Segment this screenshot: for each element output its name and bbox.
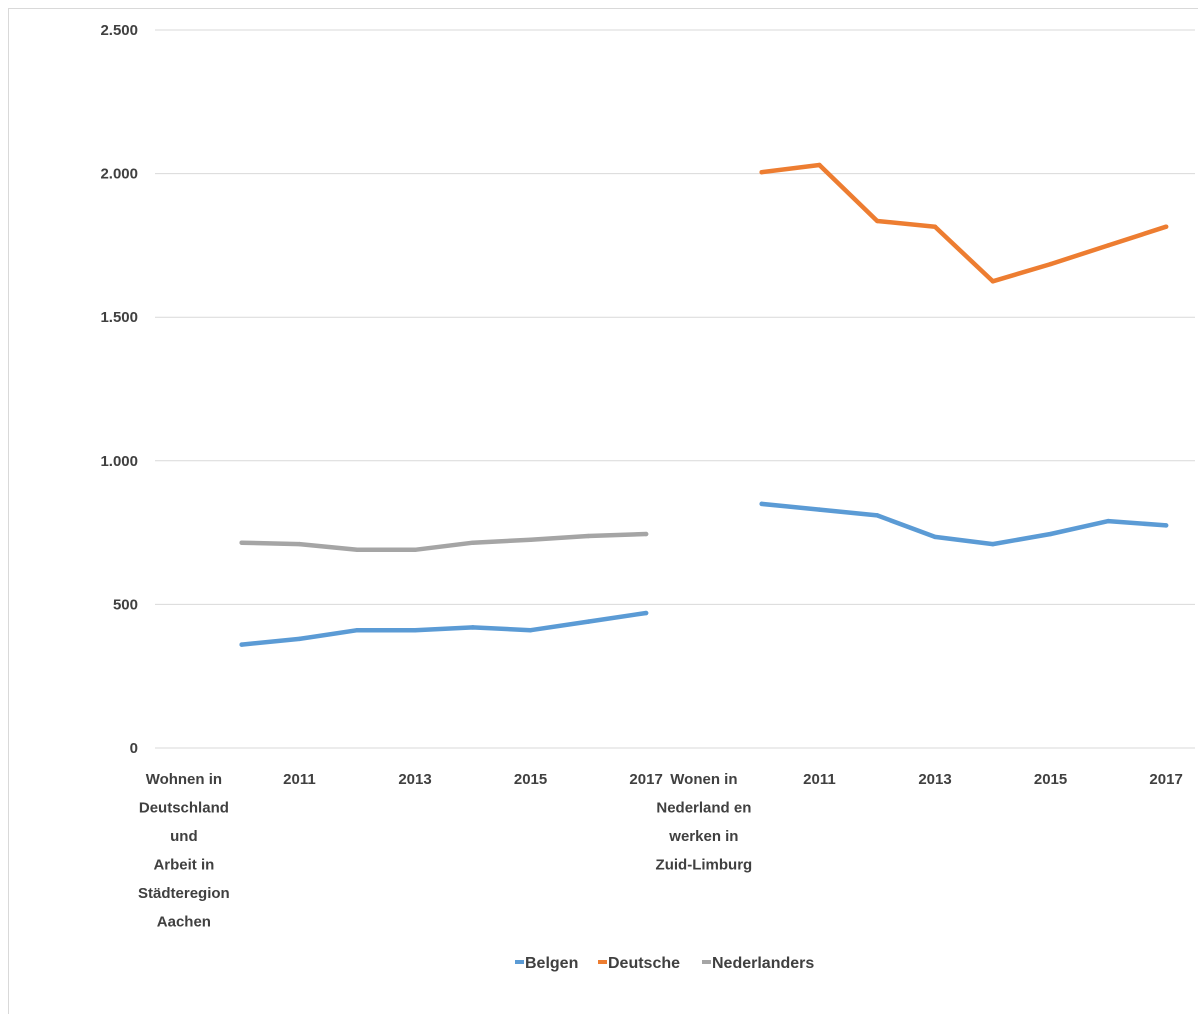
legend-label-deutsche: Deutsche <box>608 955 680 972</box>
x-group-label-line: und <box>170 828 198 845</box>
x-tick-label: 2011 <box>283 771 316 788</box>
data-point-belgen <box>1163 523 1169 528</box>
x-tick-label: 2015 <box>514 771 547 788</box>
x-group-label: Wonen in Nederland en werken in Zuid-Limbur… <box>656 771 753 874</box>
series-line-belgen <box>759 501 1169 547</box>
x-group-label-line: Wonen in <box>670 771 737 788</box>
series-line-deutsche <box>759 162 1169 284</box>
x-tick-label: 2013 <box>398 771 431 788</box>
data-point-nederlanders <box>412 547 418 553</box>
data-point-belgen <box>470 625 475 630</box>
data-point-belgen <box>412 628 418 633</box>
x-group-label-line: Wohnen in <box>146 771 222 788</box>
y-tick-label: 500 <box>113 596 138 613</box>
data-point-nederlanders <box>239 540 244 545</box>
legend-label-belgen: Belgen <box>525 955 578 972</box>
series-lines <box>239 162 1169 647</box>
x-tick-label: 2017 <box>629 771 662 788</box>
data-point-deutsche <box>817 162 822 168</box>
x-axis: Wohnen in Deutschland und Arbeit in Städtere… <box>138 747 1195 931</box>
x-group-label: Wohnen in Deutschland und Arbeit in Städtere… <box>138 771 230 931</box>
data-point-belgen <box>528 628 533 633</box>
y-tick-label: 2.500 <box>100 22 138 39</box>
data-point-belgen <box>932 534 938 540</box>
data-point-nederlanders <box>586 533 591 539</box>
data-point-deutsche <box>759 169 764 175</box>
data-point-deutsche <box>1048 261 1053 267</box>
gridlines <box>155 29 1195 605</box>
x-group-label-line: Deutschland <box>139 800 229 817</box>
y-tick-label: 2.000 <box>100 166 138 183</box>
x-tick-label: 2013 <box>918 771 951 788</box>
data-point-belgen <box>817 507 822 512</box>
y-tick-label: 0 <box>130 740 138 757</box>
x-group-label-line: werken in <box>668 828 738 845</box>
data-point-nederlanders <box>297 541 302 547</box>
y-tick-label: 1.000 <box>100 453 138 470</box>
x-group-label-line: Arbeit in <box>153 857 214 874</box>
data-point-belgen <box>586 619 591 624</box>
data-point-belgen <box>355 628 360 633</box>
data-point-belgen <box>759 501 764 507</box>
x-group-label-line: Nederland en <box>656 800 751 817</box>
data-point-belgen <box>990 541 995 547</box>
data-point-belgen <box>1106 518 1111 524</box>
data-point-deutsche <box>990 279 995 284</box>
series-line-belgen <box>239 610 649 647</box>
data-point-belgen <box>875 513 880 518</box>
legend: Belgen Deutsche Nederlanders <box>515 955 814 972</box>
data-point-deutsche <box>875 218 880 224</box>
data-point-deutsche <box>932 224 938 229</box>
data-point-belgen <box>643 610 649 616</box>
legend-label-nederlanders: Nederlanders <box>712 955 814 972</box>
series-line-nederlanders <box>239 531 649 553</box>
y-tick-label: 1.500 <box>100 309 138 326</box>
x-group-label-line: Städteregion <box>138 885 230 902</box>
y-axis: 0 500 1.000 1.500 2.000 2.500 <box>100 22 138 757</box>
data-point-nederlanders <box>355 547 360 553</box>
data-point-deutsche <box>1163 224 1169 229</box>
data-point-nederlanders <box>528 537 533 542</box>
data-point-nederlanders <box>470 540 475 545</box>
x-group-label-line: Aachen <box>157 914 211 931</box>
data-point-belgen <box>239 642 244 647</box>
x-tick-label: 2017 <box>1149 771 1182 788</box>
data-point-nederlanders <box>643 531 649 537</box>
data-point-belgen <box>1048 531 1053 537</box>
x-group-label-line: Zuid-Limburg <box>656 857 753 874</box>
data-point-belgen <box>297 636 302 642</box>
x-tick-label: 2015 <box>1034 771 1067 788</box>
chart-frame <box>8 8 1198 1014</box>
data-point-deutsche <box>1106 243 1111 248</box>
x-tick-label: 2011 <box>803 771 836 788</box>
